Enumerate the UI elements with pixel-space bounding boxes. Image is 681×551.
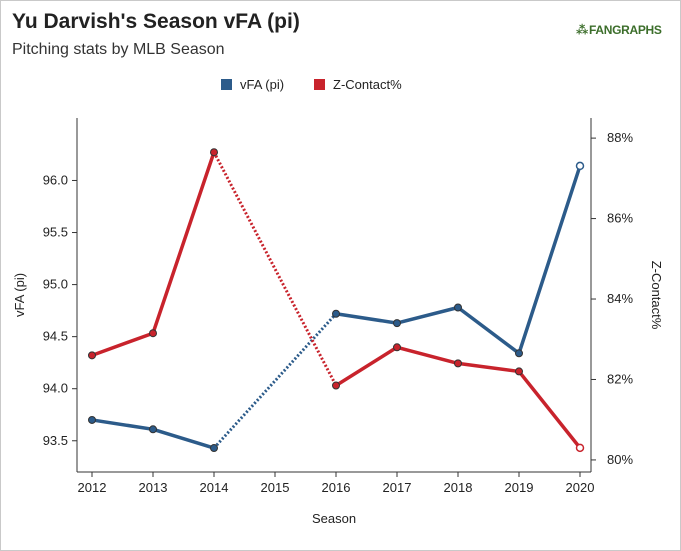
logo-text: FANGRAPHS [588,23,662,37]
series-segment [151,150,216,335]
series-segment [456,305,521,356]
left-tick-label: 94.5 [43,329,68,344]
series-segment [334,311,399,325]
right-tick-label: 86% [607,211,633,226]
series-gap-segment [212,312,338,450]
left-tick-label: 94.0 [43,381,68,396]
right-axis-label: Z-Contact% [649,261,664,330]
data-point [454,303,462,312]
data-point [575,443,585,453]
series-segment [517,164,582,356]
right-tick-label: 82% [607,371,633,386]
x-tick-label: 2020 [566,480,595,495]
x-tick-label: 2016 [322,480,351,495]
data-point [332,309,340,318]
data-point [88,415,96,424]
x-tick-label: 2012 [78,480,107,495]
series-segment [517,369,582,450]
left-axis-label: vFA (pi) [12,273,27,317]
legend-label: vFA (pi) [240,77,284,92]
data-point [332,381,340,390]
data-point [515,349,523,358]
series-segment [90,331,155,358]
data-point [149,329,157,338]
x-axis-label: Season [312,511,356,526]
data-point [149,425,157,434]
right-tick-label: 88% [607,130,633,145]
x-tick-label: 2015 [261,480,290,495]
legend-swatch [314,79,325,90]
logo-mark-icon: ⁂ [576,23,588,37]
data-point [210,444,218,453]
series-segment [456,361,521,374]
left-tick-label: 95.0 [43,277,68,292]
x-tick-label: 2013 [139,480,168,495]
right-tick-label: 84% [607,291,633,306]
data-point [454,359,462,368]
data-point [515,367,523,376]
chart-title: Yu Darvish's Season vFA (pi) [12,10,300,33]
fangraphs-logo: ⁂FANGRAPHS [576,23,662,37]
left-tick-label: 96.0 [43,172,68,187]
x-tick-label: 2018 [444,480,473,495]
data-point [575,161,585,171]
legend-label: Z-Contact% [333,77,402,92]
x-tick-label: 2017 [383,480,412,495]
series-segment [151,427,216,450]
left-tick-label: 93.5 [43,433,68,448]
series-gap-segment [212,151,338,387]
legend-swatch [221,79,232,90]
data-point [393,319,401,328]
series-segment [395,345,460,366]
left-tick-label: 95.5 [43,225,68,240]
right-tick-label: 80% [607,452,633,467]
series-segment [90,418,155,432]
chart-subtitle: Pitching stats by MLB Season [12,41,225,58]
series-segment [395,305,460,325]
data-point [393,343,401,352]
data-point [88,351,96,360]
series-segment [334,345,399,388]
data-point [210,148,218,157]
x-tick-label: 2019 [505,480,534,495]
x-tick-label: 2014 [200,480,229,495]
